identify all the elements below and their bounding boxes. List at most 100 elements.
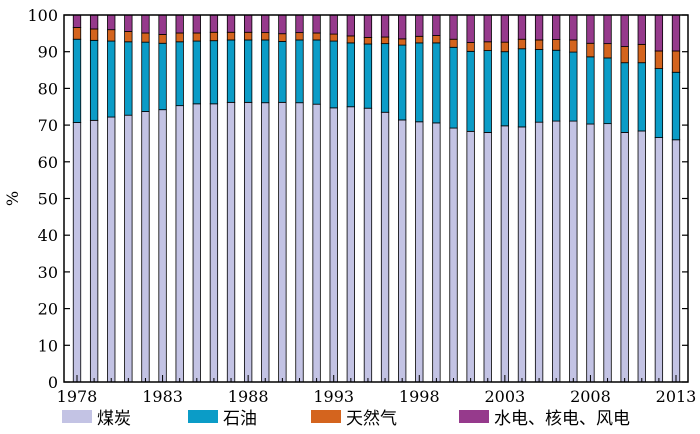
bar-1989-series-2 <box>261 32 270 41</box>
bar-2009-series-0 <box>603 123 612 383</box>
bar-1991-series-3 <box>295 14 304 34</box>
bar-1979-series-1 <box>89 39 99 121</box>
bar-1990-series-2 <box>278 33 287 42</box>
bar-1995-series-3 <box>363 14 373 38</box>
bar-2003-series-2 <box>500 41 510 53</box>
bar-2001-series-3 <box>466 14 475 43</box>
bar-1989-series-0 <box>261 102 270 383</box>
bar-1980-series-0 <box>107 116 116 383</box>
bar-2011-series-2 <box>637 43 646 64</box>
bar-2001-series-2 <box>466 42 475 52</box>
bar-2003-series-3 <box>500 14 510 43</box>
bar-1984-series-0 <box>175 105 184 383</box>
bar-2004-series-2 <box>517 38 527 50</box>
bar-2005-series-2 <box>534 39 544 50</box>
bar-2006-series-3 <box>552 14 561 40</box>
bar-1999-series-0 <box>432 122 441 383</box>
bar-1997-series-1 <box>398 44 407 121</box>
bar-1993-series-1 <box>329 40 338 109</box>
y-tick-label-60: 60 <box>38 153 58 172</box>
bar-1981-series-1 <box>124 41 133 116</box>
bar-2001-series-1 <box>466 50 475 132</box>
bar-2005-series-0 <box>534 121 544 383</box>
bar-1995-series-2 <box>363 36 373 45</box>
bar-1998-series-1 <box>415 42 424 123</box>
bar-2009-series-3 <box>603 14 612 45</box>
y-tick-label-100: 100 <box>27 6 58 25</box>
bar-2002-series-3 <box>483 14 492 43</box>
bar-1990-series-1 <box>278 41 287 103</box>
bar-1979-series-2 <box>89 28 99 41</box>
bar-2013-series-1 <box>671 71 681 141</box>
bar-1997-series-2 <box>398 38 407 46</box>
bar-1989-series-3 <box>261 14 270 34</box>
bar-1995-series-1 <box>363 43 373 109</box>
y-tick-label-10: 10 <box>38 336 58 355</box>
bar-1999-series-3 <box>432 14 441 36</box>
bar-1987-series-0 <box>226 101 236 383</box>
legend-label-2: 天然气 <box>346 409 397 429</box>
bar-1983-series-2 <box>158 34 167 44</box>
bar-2010-series-3 <box>620 14 629 47</box>
bar-1979-series-0 <box>89 119 99 383</box>
bar-2013-series-2 <box>671 50 681 73</box>
bar-1994-series-0 <box>346 106 355 383</box>
bar-2006-series-0 <box>552 120 561 383</box>
bar-1991-series-0 <box>295 102 304 383</box>
x-tick-label-1983: 1983 <box>142 387 183 406</box>
x-tick-label-1988: 1988 <box>228 387 269 406</box>
bar-1985-series-2 <box>192 32 201 42</box>
bar-1995-series-0 <box>363 107 373 383</box>
bar-1987-series-3 <box>226 14 236 33</box>
bar-2006-series-1 <box>552 49 561 122</box>
bar-1993-series-0 <box>329 107 338 383</box>
bar-2008-series-1 <box>586 56 595 125</box>
bar-1988-series-3 <box>243 14 253 33</box>
bar-1986-series-3 <box>209 14 219 33</box>
bar-2008-series-0 <box>586 123 595 383</box>
bar-1979-series-3 <box>89 14 99 30</box>
bar-2012-series-0 <box>654 137 664 383</box>
bar-2000-series-0 <box>449 127 458 383</box>
bar-1985-series-0 <box>192 103 201 383</box>
x-tick-label-1998: 1998 <box>399 387 440 406</box>
bar-1986-series-1 <box>209 40 219 105</box>
bar-1984-series-1 <box>175 41 184 107</box>
x-tick-label-2003: 2003 <box>484 387 525 406</box>
bar-2007-series-0 <box>569 120 578 383</box>
bar-2004-series-0 <box>517 126 527 383</box>
bars-layer <box>72 14 681 383</box>
x-tick-label-2013: 2013 <box>656 387 697 406</box>
bar-2002-series-0 <box>483 132 492 383</box>
bar-1982-series-1 <box>141 41 150 112</box>
bar-2011-series-1 <box>637 62 646 132</box>
bar-1996-series-1 <box>380 43 390 113</box>
bar-1998-series-3 <box>415 14 424 37</box>
bar-1994-series-3 <box>346 14 355 37</box>
y-tick-label-70: 70 <box>38 116 58 135</box>
bar-1989-series-1 <box>261 39 270 104</box>
bar-1983-series-0 <box>158 109 167 383</box>
bar-1980-series-2 <box>107 29 116 42</box>
legend-label-3: 水电、核电、风电 <box>494 409 630 429</box>
y-tick-label-80: 80 <box>38 79 58 98</box>
bar-2000-series-1 <box>449 46 458 129</box>
bar-1982-series-2 <box>141 32 150 43</box>
x-tick-label-1993: 1993 <box>313 387 354 406</box>
bar-1978-series-0 <box>72 122 82 383</box>
bar-2000-series-2 <box>449 38 458 48</box>
y-tick-label-30: 30 <box>38 263 58 282</box>
bar-1992-series-3 <box>312 14 321 34</box>
y-tick-label-90: 90 <box>38 43 58 62</box>
bar-2004-series-3 <box>517 14 527 40</box>
bar-1987-series-2 <box>226 31 236 41</box>
bar-1988-series-1 <box>243 39 253 103</box>
bar-1987-series-1 <box>226 39 236 103</box>
bar-1978-series-3 <box>72 14 82 28</box>
bar-2009-series-2 <box>603 43 612 59</box>
x-tick-label-2008: 2008 <box>570 387 611 406</box>
bar-1981-series-0 <box>124 114 133 383</box>
x-axis: 1978 1983 1988 1993 1998 2003 2008 2013 <box>57 375 697 406</box>
bar-1993-series-3 <box>329 14 338 35</box>
